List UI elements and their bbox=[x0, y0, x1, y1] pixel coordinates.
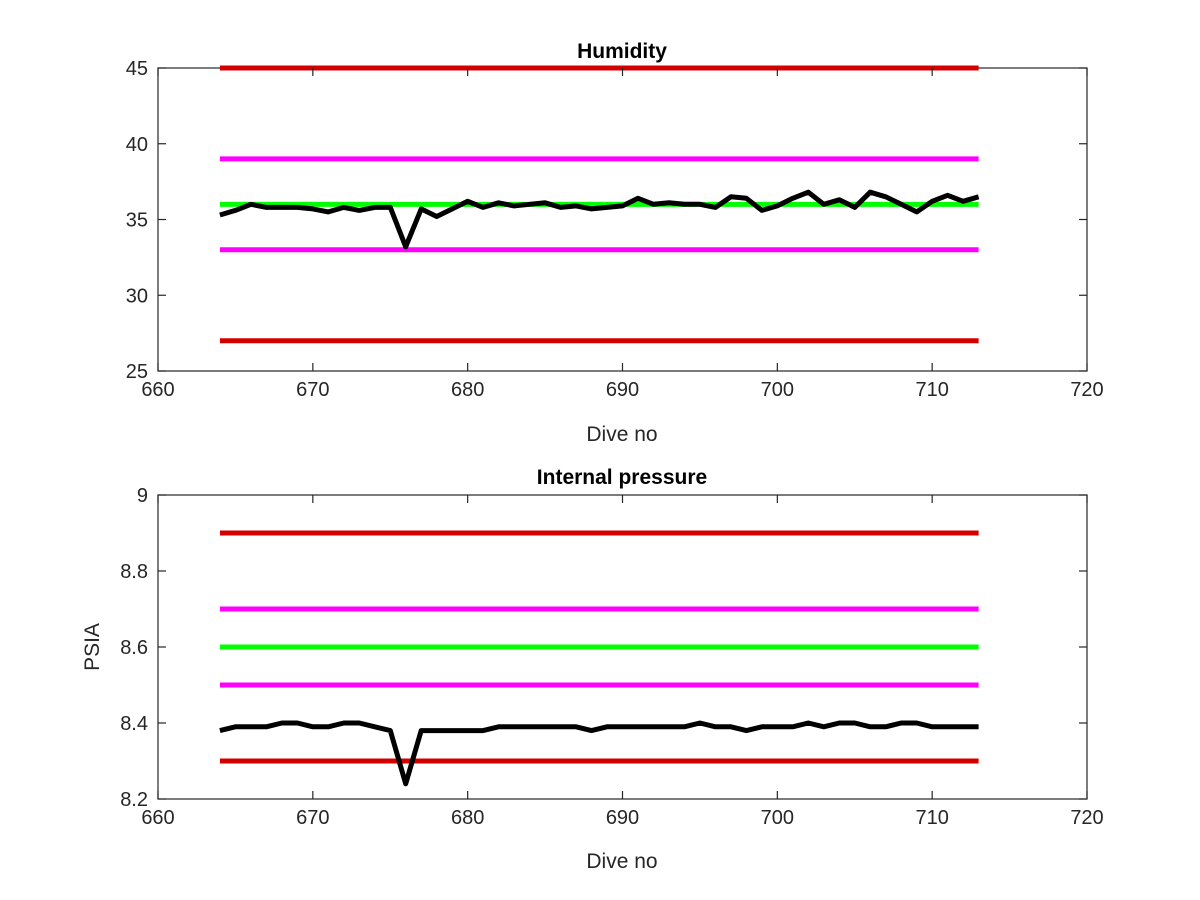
internal-pressure-plot: 660 670 680 690 700 710 720 8.2 8.4 8.6 8.8 9 Inter… bbox=[81, 466, 1104, 873]
humidity-title: Humidity bbox=[577, 40, 667, 63]
pressure-x-tick-label: 690 bbox=[606, 807, 639, 829]
pressure-x-axis-label: Dive no bbox=[586, 850, 657, 873]
pressure-x-tick-label: 670 bbox=[296, 807, 329, 829]
humidity-plot: 660 670 680 690 700 710 720 25 30 35 40 45 Humidity… bbox=[126, 40, 1104, 446]
humidity-x-tick-label: 680 bbox=[451, 379, 484, 401]
pressure-y-tick-label: 8.4 bbox=[120, 713, 148, 735]
humidity-y-tick-label: 40 bbox=[126, 134, 148, 156]
pressure-marks bbox=[219, 530, 979, 787]
humidity-x-tick-label: 700 bbox=[761, 379, 794, 401]
pressure-y-tick-label: 8.2 bbox=[120, 789, 148, 811]
pressure-data-series-0 bbox=[219, 720, 979, 787]
humidity-x-tick-label: 670 bbox=[296, 379, 329, 401]
humidity-data-series-0 bbox=[219, 189, 980, 250]
pressure-x-tick-label: 680 bbox=[451, 807, 484, 829]
humidity-y-tick-label: 25 bbox=[126, 361, 148, 383]
humidity-axes-box bbox=[157, 67, 1088, 372]
pressure-x-tick-label: 720 bbox=[1070, 807, 1103, 829]
humidity-x-tick-label: 720 bbox=[1070, 379, 1103, 401]
pressure-x-tick-label: 660 bbox=[141, 807, 174, 829]
pressure-title: Internal pressure bbox=[537, 466, 707, 489]
humidity-x-tick-label: 710 bbox=[915, 379, 948, 401]
humidity-x-tick-label: 660 bbox=[141, 379, 174, 401]
pressure-y-tick-label: 8.6 bbox=[120, 637, 148, 659]
humidity-marks bbox=[219, 65, 980, 344]
pressure-ticks: 660 670 680 690 700 710 720 8.2 8.4 8.6 8.8 9 bbox=[120, 485, 1104, 829]
humidity-ticks: 660 670 680 690 700 710 720 25 30 35 40 45 bbox=[126, 58, 1104, 401]
pressure-x-tick-label: 700 bbox=[761, 807, 794, 829]
humidity-y-tick-label: 35 bbox=[126, 210, 148, 232]
pressure-y-tick-label: 8.8 bbox=[120, 561, 148, 583]
pressure-y-axis-label: PSIA bbox=[81, 623, 104, 671]
humidity-y-tick-label: 45 bbox=[126, 58, 148, 80]
humidity-y-tick-label: 30 bbox=[126, 285, 148, 307]
pressure-x-tick-label: 710 bbox=[915, 807, 948, 829]
humidity-x-tick-label: 690 bbox=[606, 379, 639, 401]
pressure-y-tick-label: 9 bbox=[137, 485, 148, 507]
humidity-x-axis-label: Dive no bbox=[586, 423, 657, 446]
